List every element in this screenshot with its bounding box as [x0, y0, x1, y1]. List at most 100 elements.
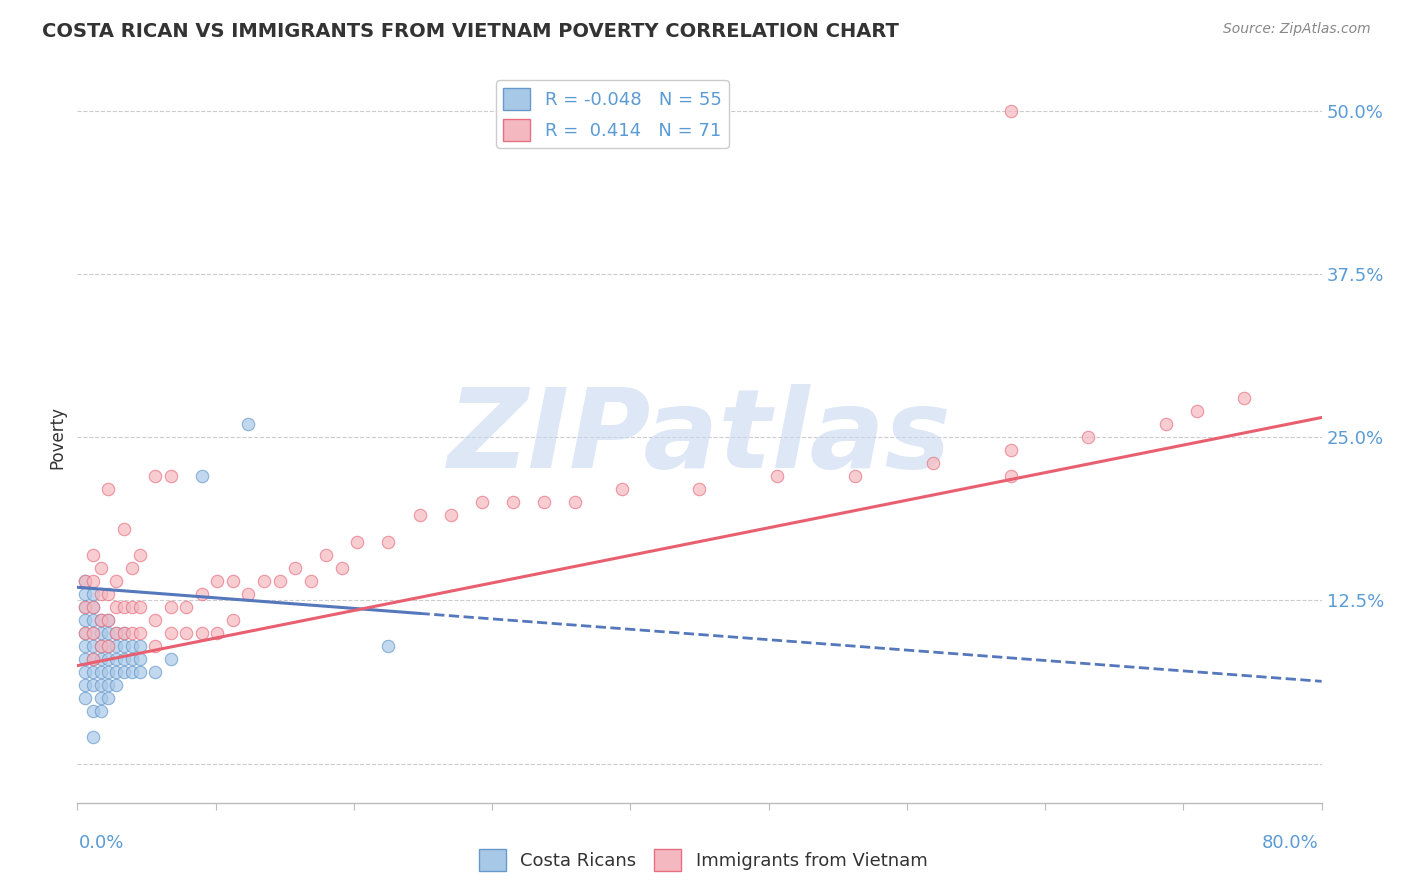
- Point: [97, 652, 120, 666]
- Point: [121, 652, 143, 666]
- Point: [128, 626, 150, 640]
- Point: [128, 665, 150, 680]
- Point: [1000, 103, 1022, 118]
- Point: [75, 665, 97, 680]
- Point: [90, 705, 112, 719]
- Point: [105, 574, 128, 588]
- Point: [75, 652, 97, 666]
- Point: [97, 678, 120, 692]
- Point: [377, 534, 399, 549]
- Point: [97, 665, 120, 680]
- Text: Source: ZipAtlas.com: Source: ZipAtlas.com: [1223, 22, 1371, 37]
- Point: [82, 599, 104, 614]
- Point: [610, 483, 633, 497]
- Point: [90, 678, 112, 692]
- Point: [253, 574, 276, 588]
- Point: [330, 560, 353, 574]
- Point: [921, 456, 943, 470]
- Point: [75, 626, 97, 640]
- Legend: Costa Ricans, Immigrants from Vietnam: Costa Ricans, Immigrants from Vietnam: [471, 842, 935, 879]
- Point: [143, 639, 166, 653]
- Point: [75, 574, 97, 588]
- Point: [299, 574, 322, 588]
- Point: [75, 626, 97, 640]
- Point: [1077, 430, 1099, 444]
- Point: [97, 639, 120, 653]
- Point: [112, 665, 135, 680]
- Point: [502, 495, 524, 509]
- Point: [82, 652, 104, 666]
- Point: [90, 613, 112, 627]
- Point: [82, 626, 104, 640]
- Point: [766, 469, 789, 483]
- Point: [82, 574, 104, 588]
- Point: [90, 665, 112, 680]
- Point: [90, 560, 112, 574]
- Point: [97, 626, 120, 640]
- Point: [121, 626, 143, 640]
- Point: [159, 626, 181, 640]
- Point: [159, 652, 181, 666]
- Point: [97, 691, 120, 706]
- Point: [82, 639, 104, 653]
- Point: [128, 599, 150, 614]
- Point: [128, 548, 150, 562]
- Point: [121, 560, 143, 574]
- Point: [207, 626, 229, 640]
- Point: [174, 626, 197, 640]
- Point: [82, 613, 104, 627]
- Point: [82, 599, 104, 614]
- Point: [82, 731, 104, 745]
- Point: [238, 417, 260, 431]
- Point: [844, 469, 866, 483]
- Point: [90, 613, 112, 627]
- Point: [191, 587, 214, 601]
- Point: [112, 521, 135, 535]
- Point: [222, 574, 245, 588]
- Point: [128, 652, 150, 666]
- Point: [90, 691, 112, 706]
- Point: [97, 483, 120, 497]
- Point: [1187, 404, 1209, 418]
- Y-axis label: Poverty: Poverty: [48, 406, 66, 468]
- Point: [121, 599, 143, 614]
- Point: [471, 495, 494, 509]
- Point: [1154, 417, 1177, 431]
- Point: [97, 613, 120, 627]
- Point: [191, 469, 214, 483]
- Point: [143, 665, 166, 680]
- Point: [689, 483, 711, 497]
- Point: [97, 639, 120, 653]
- Point: [284, 560, 307, 574]
- Point: [121, 665, 143, 680]
- Point: [75, 613, 97, 627]
- Point: [82, 678, 104, 692]
- Point: [75, 587, 97, 601]
- Point: [82, 665, 104, 680]
- Point: [112, 639, 135, 653]
- Point: [105, 599, 128, 614]
- Point: [112, 626, 135, 640]
- Point: [408, 508, 430, 523]
- Point: [533, 495, 555, 509]
- Text: ZIPatlas: ZIPatlas: [447, 384, 952, 491]
- Point: [90, 652, 112, 666]
- Text: 0.0%: 0.0%: [79, 834, 124, 852]
- Point: [143, 613, 166, 627]
- Point: [75, 599, 97, 614]
- Point: [1000, 443, 1022, 458]
- Point: [207, 574, 229, 588]
- Point: [105, 678, 128, 692]
- Point: [174, 599, 197, 614]
- Point: [112, 652, 135, 666]
- Point: [82, 548, 104, 562]
- Point: [159, 469, 181, 483]
- Point: [143, 469, 166, 483]
- Point: [105, 665, 128, 680]
- Point: [191, 626, 214, 640]
- Point: [82, 626, 104, 640]
- Point: [75, 574, 97, 588]
- Point: [238, 587, 260, 601]
- Point: [440, 508, 463, 523]
- Point: [112, 626, 135, 640]
